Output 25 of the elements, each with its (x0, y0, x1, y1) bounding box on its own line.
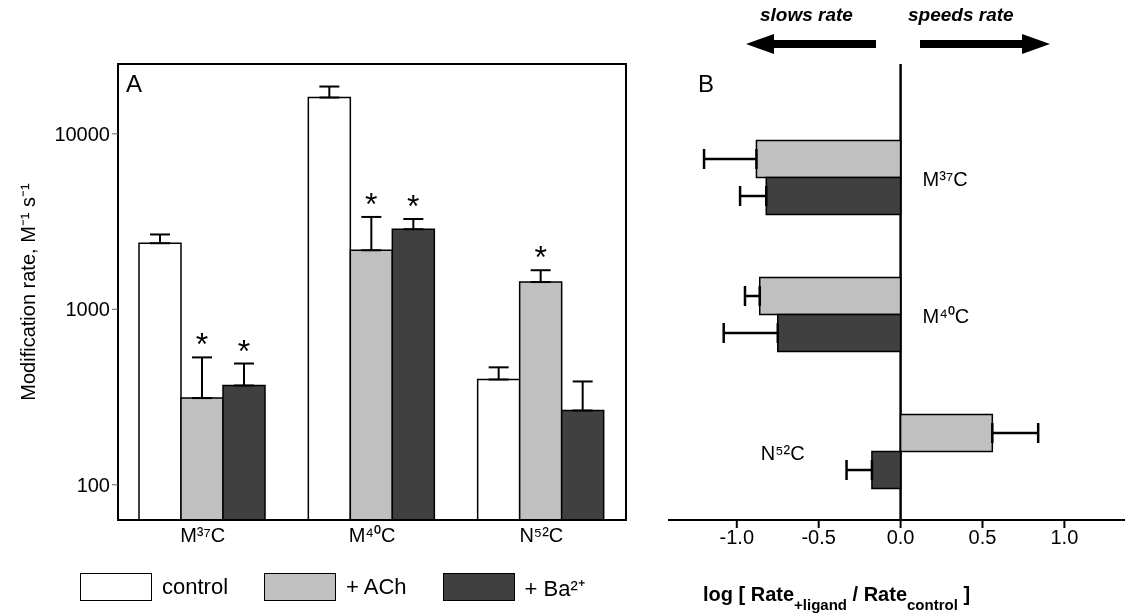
text: speeds rate (908, 4, 1014, 25)
x-tick-label: -0.5 (801, 526, 836, 549)
y-tick-label: 100 (76, 473, 110, 496)
y-tick-label: 10000 (54, 122, 110, 145)
legend-label: control (162, 574, 229, 599)
legend-label: + Ba²⁺ (524, 576, 585, 601)
data-label: * (195, 326, 209, 363)
chart-title: A (126, 70, 143, 97)
text: B (698, 70, 715, 97)
x-tick-label: 0.0 (886, 526, 915, 549)
data-label: * (237, 332, 251, 369)
data-label: * (407, 188, 420, 225)
text: slows rate (760, 4, 853, 25)
x-axis-title: log [ Rate$_{+ligand}$ / Rate$_{control}$ ] (702, 583, 971, 613)
x-tick-label: 1.0 (1050, 526, 1079, 549)
x-tick-label: -1.0 (719, 526, 755, 549)
x-tick-label: M³⁷C (180, 524, 226, 547)
y-tick-label: 1000 (65, 298, 110, 321)
data-label: * (534, 239, 547, 276)
data-label: * (365, 185, 378, 222)
y-axis-title: Modification rate, M⁻¹ s⁻¹ (17, 182, 40, 401)
x-tick-label: N⁵²C (519, 524, 564, 547)
legend-label: + ACh (346, 574, 407, 599)
x-tick-label: 0.5 (968, 526, 997, 549)
x-tick-label: M⁴⁰C (348, 524, 396, 547)
